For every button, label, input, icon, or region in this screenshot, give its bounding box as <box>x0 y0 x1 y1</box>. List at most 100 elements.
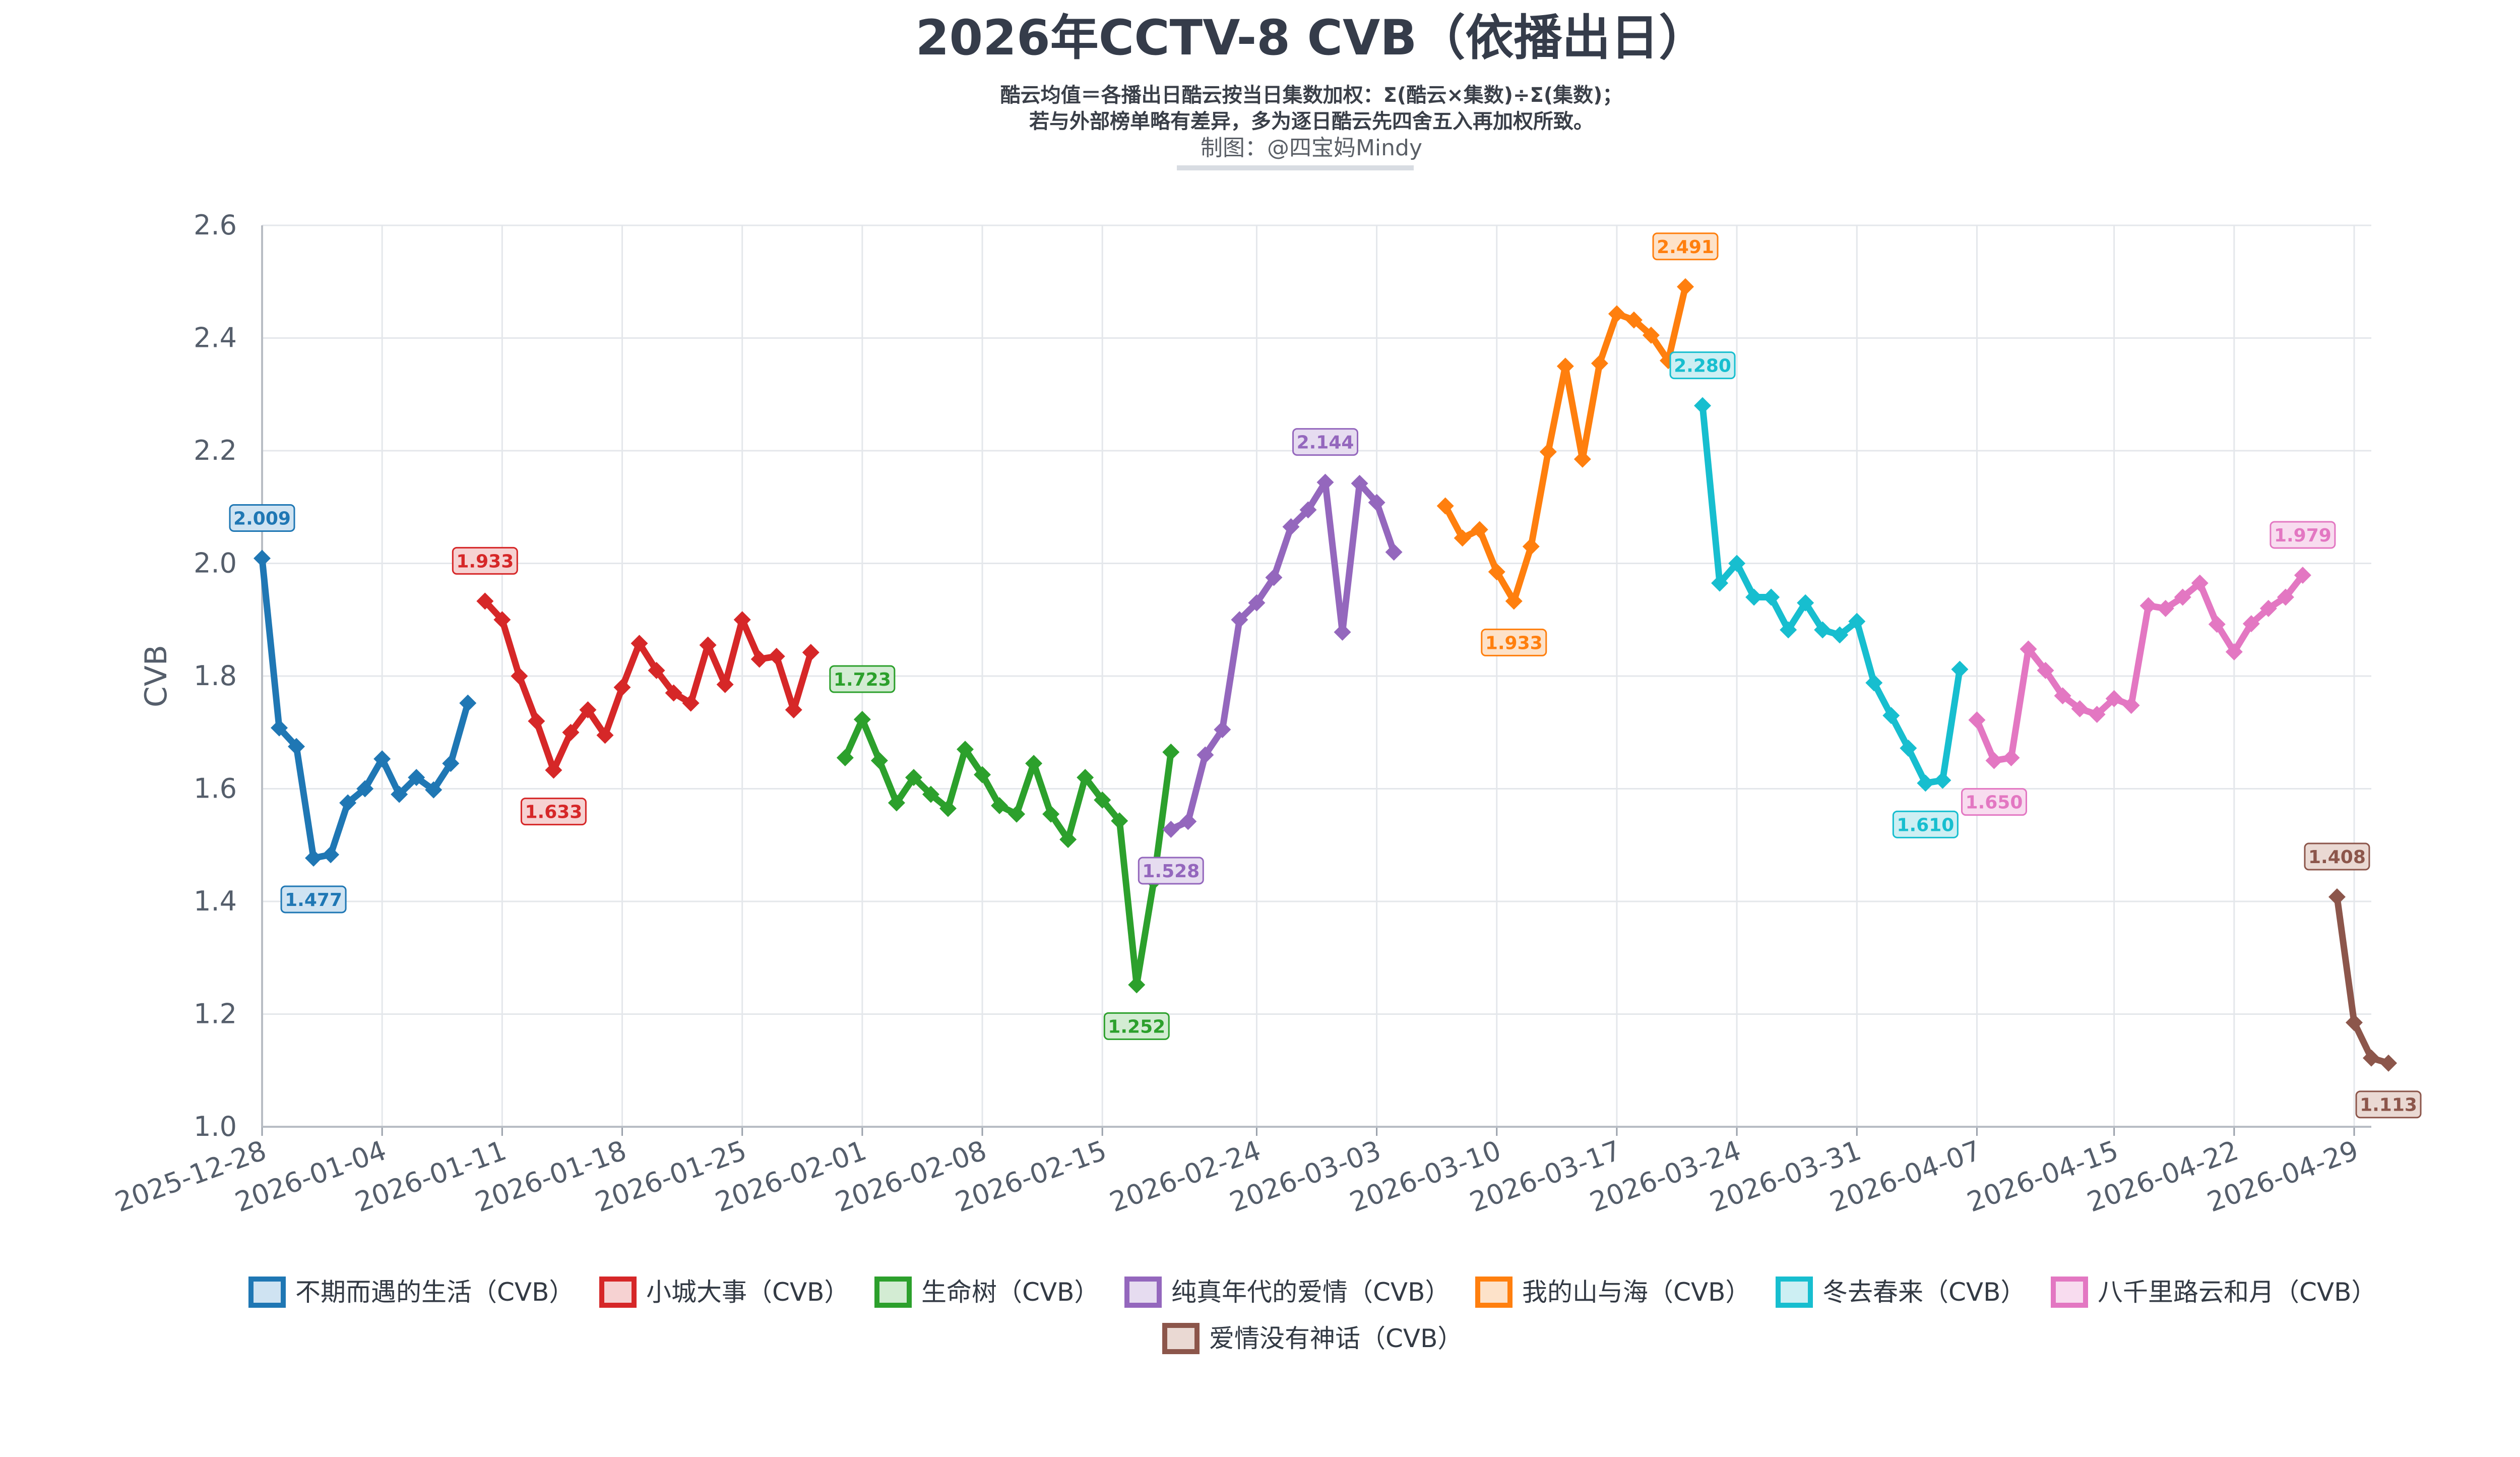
data-label-box <box>1481 628 1547 656</box>
data-label: 2.144 <box>1292 428 1359 456</box>
data-label-text: 1.528 <box>1142 861 1200 882</box>
data-point <box>1780 621 1797 639</box>
data-point <box>1454 529 1471 547</box>
data-label-box <box>1103 1012 1170 1040</box>
data-point <box>853 711 871 728</box>
data-point <box>1865 674 1883 692</box>
y-tick-label: 2.4 <box>194 322 237 354</box>
data-point <box>2345 1014 2363 1031</box>
data-point <box>1882 707 1900 724</box>
legend-item[interactable]: 冬去春来（CVB） <box>1776 1277 2026 1308</box>
series-5 <box>1436 278 1694 610</box>
y-axis-title: CVB <box>139 645 174 707</box>
data-point <box>1162 820 1180 838</box>
data-point <box>1488 563 1505 581</box>
data-point <box>1951 660 1969 678</box>
data-point <box>613 679 631 696</box>
data-point <box>1077 769 1094 786</box>
data-point <box>716 676 734 693</box>
legend-item[interactable]: 小城大事（CVB） <box>599 1277 849 1308</box>
data-point <box>750 650 768 668</box>
legend-swatch <box>1475 1277 1513 1308</box>
data-point <box>1299 501 1317 519</box>
data-point <box>528 712 545 730</box>
data-point <box>322 846 340 864</box>
legend-item[interactable]: 纯真年代的爱情（CVB） <box>1124 1277 1450 1308</box>
series-8 <box>2328 888 2398 1072</box>
legend-label: 纯真年代的爱情（CVB） <box>1171 1278 1450 1307</box>
legend-swatch <box>1124 1277 1162 1308</box>
y-tick-label: 2.0 <box>194 548 237 579</box>
data-point <box>2071 700 2089 717</box>
data-point <box>699 636 717 654</box>
data-label-text: 1.408 <box>2308 847 2366 868</box>
series-1 <box>254 550 477 867</box>
data-point <box>2277 588 2294 606</box>
data-point <box>1385 543 1403 561</box>
data-point <box>768 647 785 665</box>
data-point <box>425 781 443 799</box>
data-label-text: 1.477 <box>285 890 342 910</box>
data-point <box>991 797 1009 815</box>
data-point <box>271 719 288 737</box>
data-point <box>2328 888 2346 906</box>
data-point <box>1728 555 1746 572</box>
data-point <box>785 701 802 719</box>
data-point <box>957 741 974 758</box>
data-label-box <box>1292 428 1359 456</box>
legend-item[interactable]: 爱情没有神话（CVB） <box>1162 1323 1463 1354</box>
data-labels: 2.009 1.477 1.933 1.633 1.723 1.252 1.528 2.144… <box>229 232 2422 1119</box>
series-line <box>1699 402 1963 786</box>
data-point <box>2054 687 2071 705</box>
series-line <box>2334 893 2392 1067</box>
data-label: 1.979 <box>2270 521 2336 549</box>
data-point <box>1917 774 1934 792</box>
data-point <box>1522 537 1540 555</box>
legend-label: 冬去春来（CVB） <box>1822 1278 2026 1307</box>
data-point <box>2037 661 2054 679</box>
data-label-box <box>1961 788 2027 816</box>
legend-label: 不期而遇的生活（CVB） <box>295 1278 574 1307</box>
data-point <box>442 755 460 772</box>
data-point <box>2088 705 2106 723</box>
data-label-box <box>229 504 295 532</box>
data-label-box <box>829 665 896 693</box>
data-label-text: 2.144 <box>1297 433 1354 453</box>
data-point <box>2363 1049 2380 1067</box>
data-point <box>356 780 374 798</box>
data-point <box>2191 574 2209 592</box>
data-point <box>733 611 751 629</box>
data-point <box>1814 621 1832 639</box>
legend-item[interactable]: 八千里路云和月（CVB） <box>2051 1277 2376 1308</box>
data-label-text: 1.633 <box>525 802 582 823</box>
legend-item[interactable]: 不期而遇的生活（CVB） <box>248 1277 574 1308</box>
data-point <box>802 644 820 661</box>
legend-item[interactable]: 生命树（CVB） <box>874 1277 1099 1308</box>
data-label-box <box>280 885 347 914</box>
legend-label: 八千里路云和月（CVB） <box>2098 1278 2376 1307</box>
data-point <box>1539 443 1557 461</box>
data-label: 1.933 <box>452 547 518 575</box>
data-point <box>836 749 854 767</box>
data-point <box>2139 597 2157 615</box>
data-point <box>1231 611 1248 629</box>
legend-swatch <box>248 1277 286 1308</box>
data-point <box>2380 1054 2398 1072</box>
data-point <box>2122 697 2140 714</box>
data-point <box>1282 518 1300 535</box>
data-point <box>2105 690 2123 707</box>
data-label: 1.252 <box>1103 1012 1170 1040</box>
y-tick-label: 1.6 <box>194 773 237 805</box>
data-point <box>1196 746 1214 764</box>
legend-item[interactable]: 我的山与海（CVB） <box>1475 1277 1750 1308</box>
data-point <box>1111 812 1128 830</box>
data-label-box <box>2355 1090 2422 1119</box>
legend: 不期而遇的生活（CVB） 小城大事（CVB） 生命树（CVB） 纯真年代的爱情（CVB… <box>248 1277 2376 1354</box>
y-tick-label: 1.2 <box>194 998 237 1030</box>
data-point <box>1351 474 1368 492</box>
legend-swatch <box>874 1277 912 1308</box>
data-point <box>545 761 562 779</box>
data-label: 1.610 <box>1892 810 1959 838</box>
y-tick-label: 1.8 <box>194 660 237 692</box>
chart-title: 2026年CCTV-8 CVB（依播出日） <box>916 10 1708 66</box>
